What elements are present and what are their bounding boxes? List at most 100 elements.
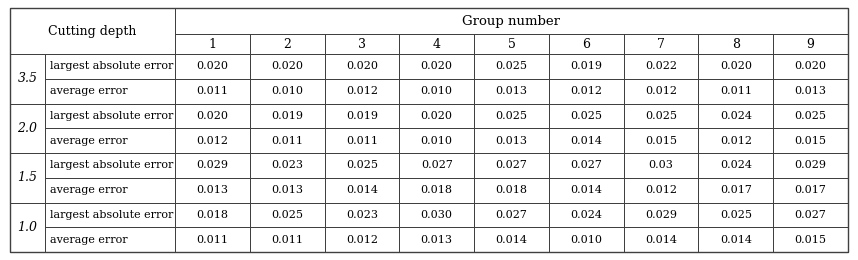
Bar bbox=[10, 203, 45, 252]
Text: 0.012: 0.012 bbox=[346, 86, 378, 96]
Text: 0.020: 0.020 bbox=[420, 111, 453, 121]
Bar bbox=[698, 103, 773, 128]
Text: average error: average error bbox=[50, 136, 128, 146]
Bar bbox=[10, 8, 175, 54]
Bar bbox=[175, 153, 250, 178]
Text: 0.013: 0.013 bbox=[496, 86, 528, 96]
Text: 0.020: 0.020 bbox=[420, 61, 453, 72]
Text: 0.020: 0.020 bbox=[196, 111, 228, 121]
Text: 2.0: 2.0 bbox=[17, 122, 38, 135]
Bar bbox=[399, 128, 474, 153]
Bar bbox=[474, 203, 549, 227]
Text: 0.014: 0.014 bbox=[571, 136, 602, 146]
Bar bbox=[624, 54, 698, 79]
Bar bbox=[474, 227, 549, 252]
Text: 0.024: 0.024 bbox=[720, 160, 752, 170]
Bar bbox=[324, 128, 399, 153]
Bar bbox=[399, 178, 474, 203]
Bar bbox=[399, 79, 474, 103]
Bar bbox=[624, 153, 698, 178]
Text: 0.023: 0.023 bbox=[346, 210, 378, 220]
Bar bbox=[10, 153, 45, 203]
Text: largest absolute error: largest absolute error bbox=[50, 61, 173, 72]
Bar bbox=[250, 227, 324, 252]
Text: 4: 4 bbox=[432, 37, 441, 50]
Bar bbox=[324, 54, 399, 79]
Bar bbox=[624, 203, 698, 227]
Text: 0.012: 0.012 bbox=[571, 86, 602, 96]
Bar bbox=[773, 203, 848, 227]
Text: 0.014: 0.014 bbox=[496, 235, 528, 245]
Bar bbox=[399, 203, 474, 227]
Bar bbox=[624, 103, 698, 128]
Text: 0.017: 0.017 bbox=[795, 185, 826, 195]
Bar bbox=[175, 203, 250, 227]
Bar bbox=[624, 79, 698, 103]
Bar bbox=[773, 79, 848, 103]
Bar bbox=[324, 178, 399, 203]
Bar bbox=[773, 34, 848, 54]
Text: 2: 2 bbox=[283, 37, 291, 50]
Bar bbox=[324, 203, 399, 227]
Text: 0.010: 0.010 bbox=[420, 86, 453, 96]
Bar bbox=[549, 227, 624, 252]
Bar bbox=[698, 203, 773, 227]
Text: largest absolute error: largest absolute error bbox=[50, 160, 173, 170]
Text: 0.014: 0.014 bbox=[645, 235, 677, 245]
Bar bbox=[549, 153, 624, 178]
Text: 0.011: 0.011 bbox=[346, 136, 378, 146]
Bar bbox=[549, 34, 624, 54]
Bar bbox=[175, 54, 250, 79]
Bar bbox=[474, 128, 549, 153]
Text: 7: 7 bbox=[657, 37, 665, 50]
Bar bbox=[250, 178, 324, 203]
Text: 0.014: 0.014 bbox=[571, 185, 602, 195]
Text: 3: 3 bbox=[358, 37, 366, 50]
Bar bbox=[549, 54, 624, 79]
Text: 1.0: 1.0 bbox=[17, 221, 38, 234]
Bar bbox=[175, 103, 250, 128]
Text: average error: average error bbox=[50, 185, 128, 195]
Bar bbox=[399, 103, 474, 128]
Bar bbox=[250, 203, 324, 227]
Text: 0.012: 0.012 bbox=[645, 185, 677, 195]
Text: 0.013: 0.013 bbox=[795, 86, 826, 96]
Bar bbox=[399, 153, 474, 178]
Text: 0.019: 0.019 bbox=[571, 61, 602, 72]
Text: 0.023: 0.023 bbox=[271, 160, 303, 170]
Bar bbox=[549, 79, 624, 103]
Bar bbox=[250, 54, 324, 79]
Text: 0.029: 0.029 bbox=[645, 210, 677, 220]
Bar bbox=[324, 227, 399, 252]
Text: 0.020: 0.020 bbox=[346, 61, 378, 72]
Bar bbox=[474, 103, 549, 128]
Text: 0.013: 0.013 bbox=[420, 235, 453, 245]
Text: 0.013: 0.013 bbox=[496, 136, 528, 146]
Bar bbox=[250, 103, 324, 128]
Text: 0.012: 0.012 bbox=[346, 235, 378, 245]
Text: 0.017: 0.017 bbox=[720, 185, 752, 195]
Bar bbox=[624, 34, 698, 54]
Text: 0.029: 0.029 bbox=[795, 160, 826, 170]
Bar bbox=[324, 79, 399, 103]
Text: 0.012: 0.012 bbox=[720, 136, 752, 146]
Bar bbox=[399, 34, 474, 54]
Bar bbox=[549, 103, 624, 128]
Bar bbox=[175, 8, 848, 34]
Bar bbox=[698, 54, 773, 79]
Bar bbox=[549, 178, 624, 203]
Bar bbox=[698, 153, 773, 178]
Bar bbox=[45, 79, 175, 103]
Bar bbox=[45, 178, 175, 203]
Text: 0.027: 0.027 bbox=[496, 160, 528, 170]
Text: 0.010: 0.010 bbox=[271, 86, 303, 96]
Bar bbox=[45, 203, 175, 227]
Bar bbox=[698, 178, 773, 203]
Bar bbox=[474, 153, 549, 178]
Bar bbox=[45, 54, 175, 79]
Bar bbox=[250, 34, 324, 54]
Bar bbox=[624, 178, 698, 203]
Text: 0.011: 0.011 bbox=[196, 235, 228, 245]
Bar bbox=[474, 54, 549, 79]
Text: 0.014: 0.014 bbox=[720, 235, 752, 245]
